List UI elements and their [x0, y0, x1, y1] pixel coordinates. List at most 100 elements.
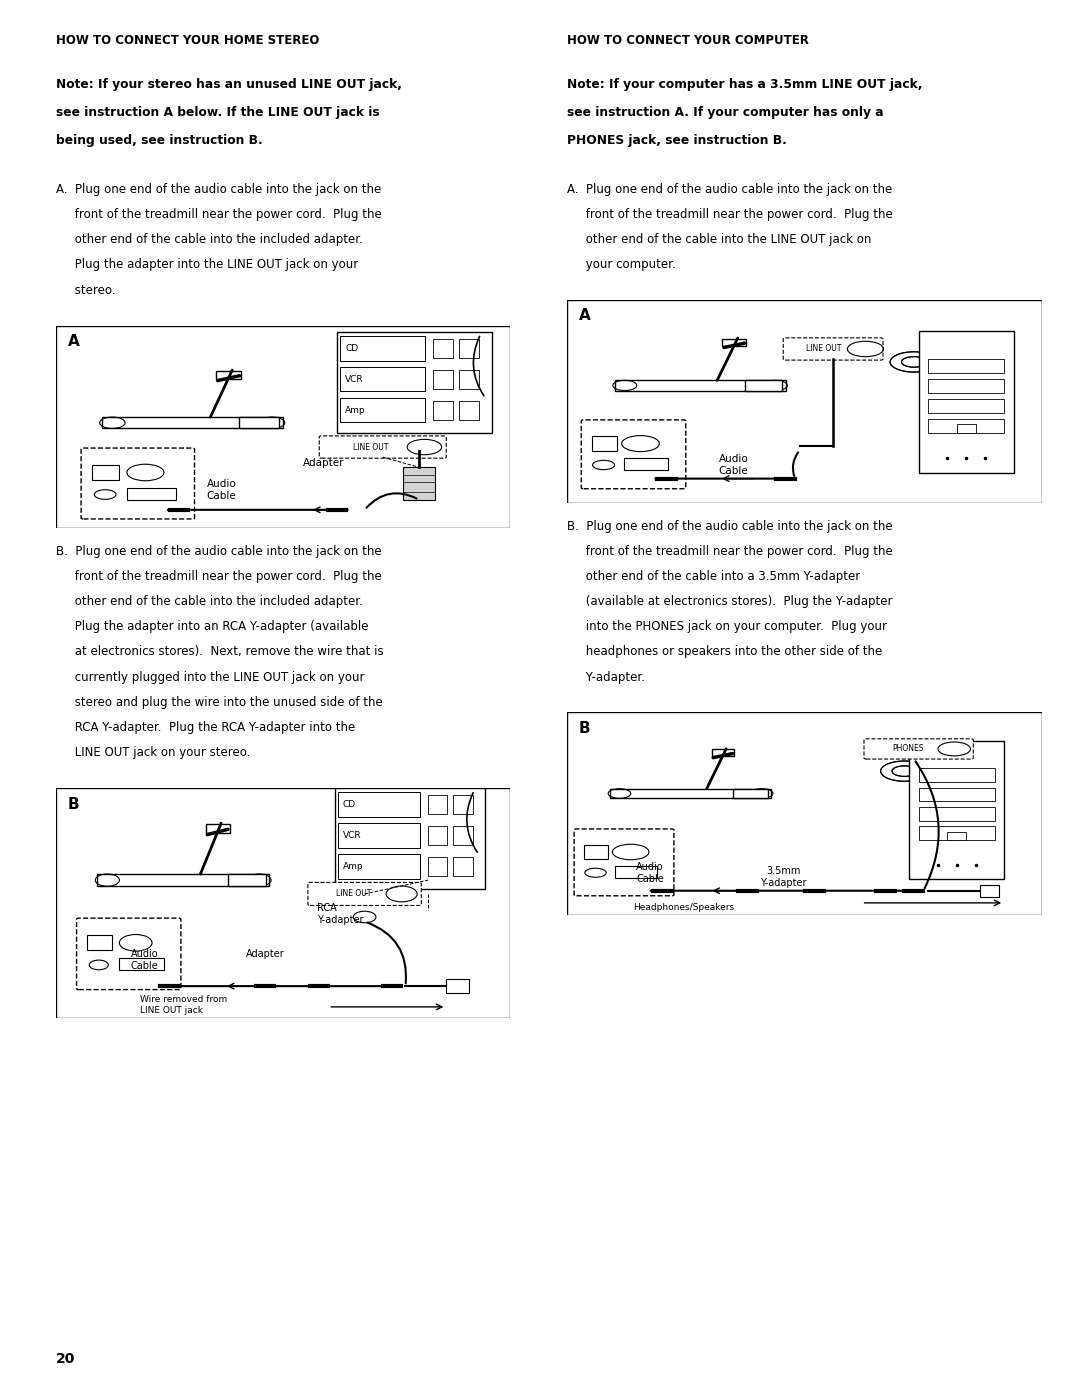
Bar	[957, 425, 975, 433]
Text: Y-adapter.: Y-adapter.	[567, 671, 645, 683]
Bar	[454, 826, 473, 845]
Text: Note: If your computer has a 3.5mm LINE OUT jack,: Note: If your computer has a 3.5mm LINE …	[567, 78, 922, 91]
Bar	[428, 826, 447, 845]
Bar	[615, 866, 658, 877]
Bar	[454, 858, 473, 876]
Text: Amp: Amp	[346, 405, 366, 415]
Text: A.  Plug one end of the audio cable into the jack on the: A. Plug one end of the audio cable into …	[56, 183, 381, 196]
Text: stereo.: stereo.	[56, 284, 116, 296]
Bar	[205, 824, 230, 833]
Bar	[947, 831, 967, 840]
Text: into the PHONES jack on your computer.  Plug your: into the PHONES jack on your computer. P…	[567, 620, 887, 633]
Bar	[240, 418, 280, 429]
Text: LINE OUT: LINE OUT	[806, 345, 841, 353]
Text: A.  Plug one end of the audio cable into the jack on the: A. Plug one end of the audio cable into …	[567, 183, 892, 196]
FancyBboxPatch shape	[783, 338, 883, 360]
Bar	[433, 370, 454, 388]
Text: Audio
Cable: Audio Cable	[636, 862, 664, 884]
Text: LINE OUT: LINE OUT	[336, 890, 372, 898]
Bar	[454, 795, 473, 814]
Text: Plug the adapter into an RCA Y-adapter (available: Plug the adapter into an RCA Y-adapter (…	[56, 620, 368, 633]
Text: front of the treadmill near the power cord.  Plug the: front of the treadmill near the power co…	[567, 545, 893, 557]
Text: RCA
Y-adapter: RCA Y-adapter	[318, 904, 364, 925]
Bar	[338, 855, 420, 879]
Text: Plug the adapter into the LINE OUT jack on your: Plug the adapter into the LINE OUT jack …	[56, 258, 359, 271]
Text: front of the treadmill near the power cord.  Plug the: front of the treadmill near the power co…	[56, 208, 382, 221]
Bar	[340, 398, 426, 422]
Bar	[428, 795, 447, 814]
Text: your computer.: your computer.	[567, 258, 676, 271]
Text: headphones or speakers into the other side of the: headphones or speakers into the other si…	[567, 645, 882, 658]
Text: HOW TO CONNECT YOUR COMPUTER: HOW TO CONNECT YOUR COMPUTER	[567, 34, 809, 46]
Bar	[428, 858, 447, 876]
Bar	[216, 370, 241, 379]
Text: Audio
Cable: Audio Cable	[718, 454, 748, 476]
Text: 20: 20	[56, 1352, 76, 1366]
Text: B: B	[579, 721, 591, 736]
Text: front of the treadmill near the power cord.  Plug the: front of the treadmill near the power co…	[56, 570, 382, 583]
Bar	[623, 458, 669, 471]
Text: stereo and plug the wire into the unused side of the: stereo and plug the wire into the unused…	[56, 696, 383, 708]
Bar	[102, 418, 283, 429]
Bar	[459, 401, 480, 419]
FancyBboxPatch shape	[320, 436, 446, 458]
Bar	[919, 788, 995, 802]
Bar	[127, 488, 176, 500]
Bar	[712, 749, 734, 756]
Bar	[433, 401, 454, 419]
Text: LINE OUT: LINE OUT	[353, 443, 388, 451]
Bar	[615, 380, 785, 391]
Bar	[919, 768, 995, 782]
Bar	[732, 789, 768, 798]
Text: B: B	[67, 798, 79, 812]
Text: HOW TO CONNECT YOUR HOME STEREO: HOW TO CONNECT YOUR HOME STEREO	[56, 34, 320, 46]
Bar	[584, 845, 608, 859]
Bar	[335, 788, 485, 890]
Bar	[981, 884, 999, 897]
FancyBboxPatch shape	[575, 828, 674, 895]
Bar	[340, 335, 426, 360]
Bar	[340, 367, 426, 391]
Text: Amp: Amp	[342, 862, 363, 872]
Bar	[928, 359, 1004, 373]
Bar	[337, 331, 491, 433]
Bar	[459, 370, 480, 388]
Text: other end of the cable into the included adapter.: other end of the cable into the included…	[56, 233, 363, 246]
Text: LINE OUT jack on your stereo.: LINE OUT jack on your stereo.	[56, 746, 251, 759]
Text: 3.5mm
Y-adapter: 3.5mm Y-adapter	[760, 866, 807, 888]
Text: other end of the cable into a 3.5mm Y-adapter: other end of the cable into a 3.5mm Y-ad…	[567, 570, 861, 583]
Bar	[928, 419, 1004, 433]
Text: (available at electronics stores).  Plug the Y-adapter: (available at electronics stores). Plug …	[567, 595, 892, 608]
Bar	[97, 875, 269, 886]
Bar	[919, 807, 995, 820]
Text: Audio
Cable: Audio Cable	[131, 950, 159, 971]
Text: RCA Y-adapter.  Plug the RCA Y-adapter into the: RCA Y-adapter. Plug the RCA Y-adapter in…	[56, 721, 355, 733]
Bar	[119, 958, 164, 971]
FancyBboxPatch shape	[864, 739, 973, 759]
Bar	[228, 875, 266, 886]
FancyBboxPatch shape	[77, 918, 181, 989]
Bar	[446, 979, 469, 993]
Bar	[86, 935, 111, 950]
Text: at electronics stores).  Next, remove the wire that is: at electronics stores). Next, remove the…	[56, 645, 383, 658]
Bar	[92, 465, 119, 481]
Bar	[928, 398, 1004, 414]
Text: A: A	[67, 334, 79, 349]
Bar	[338, 823, 420, 848]
Text: Adapter: Adapter	[245, 950, 284, 960]
Text: Audio
Cable: Audio Cable	[207, 479, 237, 502]
Bar	[592, 436, 617, 451]
Bar	[433, 339, 454, 358]
Text: B.  Plug one end of the audio cable into the jack on the: B. Plug one end of the audio cable into …	[567, 520, 893, 532]
Text: Note: If your stereo has an unused LINE OUT jack,: Note: If your stereo has an unused LINE …	[56, 78, 402, 91]
Text: other end of the cable into the included adapter.: other end of the cable into the included…	[56, 595, 363, 608]
Text: currently plugged into the LINE OUT jack on your: currently plugged into the LINE OUT jack…	[56, 671, 365, 683]
Text: VCR: VCR	[346, 374, 364, 384]
FancyBboxPatch shape	[81, 448, 194, 518]
Bar	[919, 331, 1014, 472]
Bar	[610, 789, 771, 798]
Bar	[919, 826, 995, 840]
Text: front of the treadmill near the power cord.  Plug the: front of the treadmill near the power co…	[567, 208, 893, 221]
Bar	[744, 380, 782, 391]
Text: Adapter: Adapter	[303, 458, 345, 468]
